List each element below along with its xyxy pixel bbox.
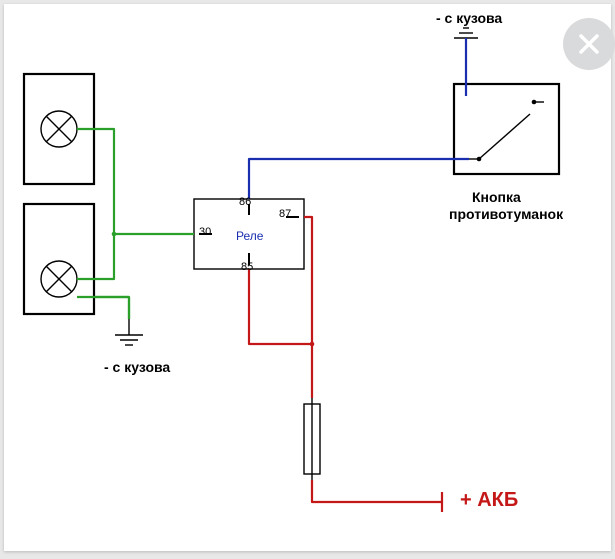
label-body-ground-bottom: - с кузова <box>104 359 170 375</box>
close-button[interactable] <box>563 18 615 70</box>
pin-87: 87 <box>279 208 291 220</box>
pin-85: 85 <box>241 261 253 273</box>
label-switch-line1: Кнопка <box>472 189 521 205</box>
label-switch-line2: противотуманок <box>449 206 563 222</box>
label-relay: Реле <box>236 229 263 243</box>
close-icon <box>576 31 602 57</box>
label-akb: + АКБ <box>460 489 518 512</box>
label-body-ground-top: - с кузова <box>436 10 502 26</box>
wiring-diagram <box>4 4 611 551</box>
pin-30: 30 <box>199 226 211 238</box>
pin-86: 86 <box>239 196 251 208</box>
diagram-card: - с кузова - с кузова Кнопка противотума… <box>4 4 611 551</box>
